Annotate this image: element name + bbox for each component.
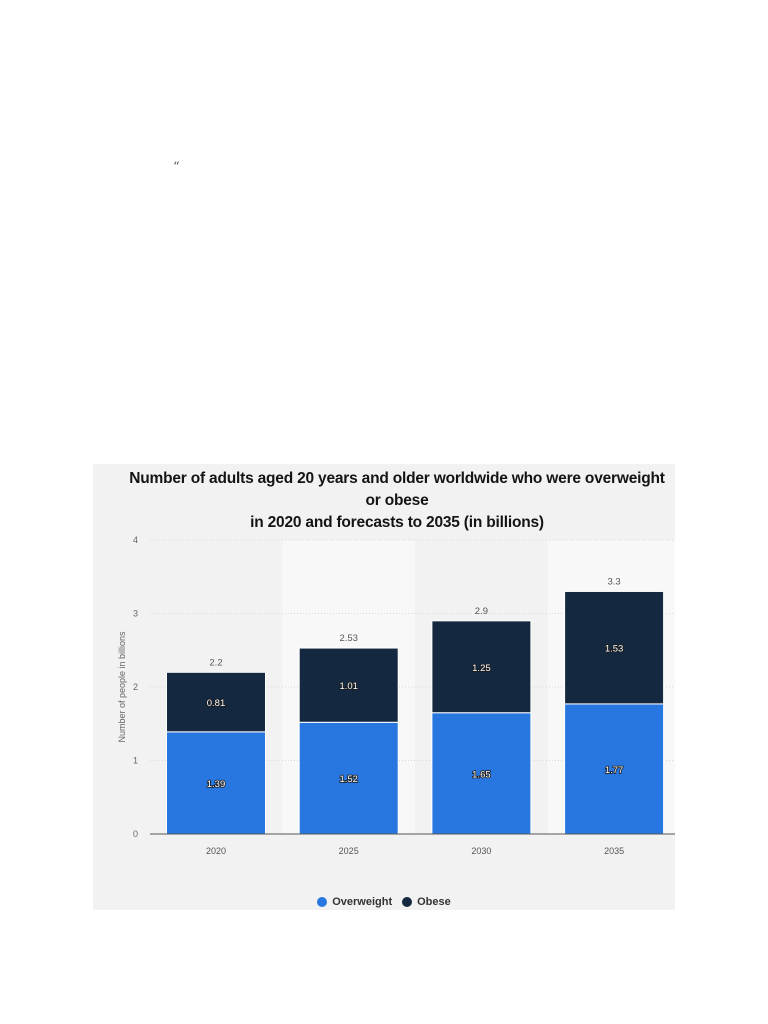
legend-swatch-obese [402, 897, 413, 907]
data-label-overweight-2025: 1.52 [339, 774, 358, 785]
x-tick-label-2035: 2035 [604, 846, 624, 856]
legend-label-obese: Obese [417, 896, 451, 908]
data-label-obese-2035: 1.53 [605, 644, 624, 655]
data-label-overweight-2030: 1.65 [472, 769, 491, 780]
data-label-obese-2025: 1.01 [339, 681, 358, 692]
x-tick-label-2025: 2025 [339, 846, 359, 856]
y-tick-label-0: 0 [133, 829, 138, 839]
bar-overweight-2030 [431, 712, 532, 835]
legend-item-obese[interactable]: Obese [402, 896, 451, 908]
bar-overweight-2025 [298, 721, 399, 835]
stray-quote-mark: “ [173, 160, 180, 175]
y-tick-label-2: 2 [133, 682, 138, 692]
total-label-2025: 2.53 [339, 633, 358, 644]
data-label-overweight-2035: 1.77 [605, 765, 624, 776]
x-tick-label-2030: 2030 [471, 846, 491, 856]
bar-overweight-2035 [564, 703, 665, 835]
legend-label-overweight: Overweight [332, 896, 393, 908]
bar-obese-2020 [166, 671, 266, 733]
data-label-obese-2020: 0.81 [207, 698, 226, 709]
chart-title: Number of adults aged 20 years and older… [123, 468, 671, 534]
total-label-2020: 2.2 [209, 657, 222, 668]
bar-obese-2035 [564, 590, 665, 705]
y-axis-label: Number of people in billions [117, 631, 127, 743]
chart-legend: Overweight Obese [93, 894, 675, 910]
total-label-2035: 3.3 [607, 576, 620, 587]
data-label-overweight-2020: 1.39 [207, 779, 226, 790]
chart-title-line-2: in 2020 and forecasts to 2035 (in billio… [250, 514, 544, 531]
bar-obese-2025 [298, 647, 399, 723]
legend-item-overweight[interactable]: Overweight [317, 896, 392, 908]
legend-swatch-overweight [317, 897, 328, 907]
y-tick-label-3: 3 [133, 609, 138, 619]
y-tick-label-1: 1 [133, 756, 138, 766]
stacked-bar-chart: 0 1 2 3 4 Number of people in billions 1.39 0.8… [117, 535, 675, 856]
x-tick-label-2020: 2020 [206, 846, 226, 856]
data-label-obese-2030: 1.25 [472, 663, 491, 674]
bar-obese-2030 [431, 620, 532, 714]
y-tick-label-4: 4 [133, 535, 138, 545]
bar-overweight-2020 [166, 731, 266, 835]
chart-title-line-1: Number of adults aged 20 years and older… [129, 470, 665, 509]
chart-card: Number of adults aged 20 years and older… [93, 464, 675, 910]
total-label-2030: 2.9 [475, 606, 488, 617]
